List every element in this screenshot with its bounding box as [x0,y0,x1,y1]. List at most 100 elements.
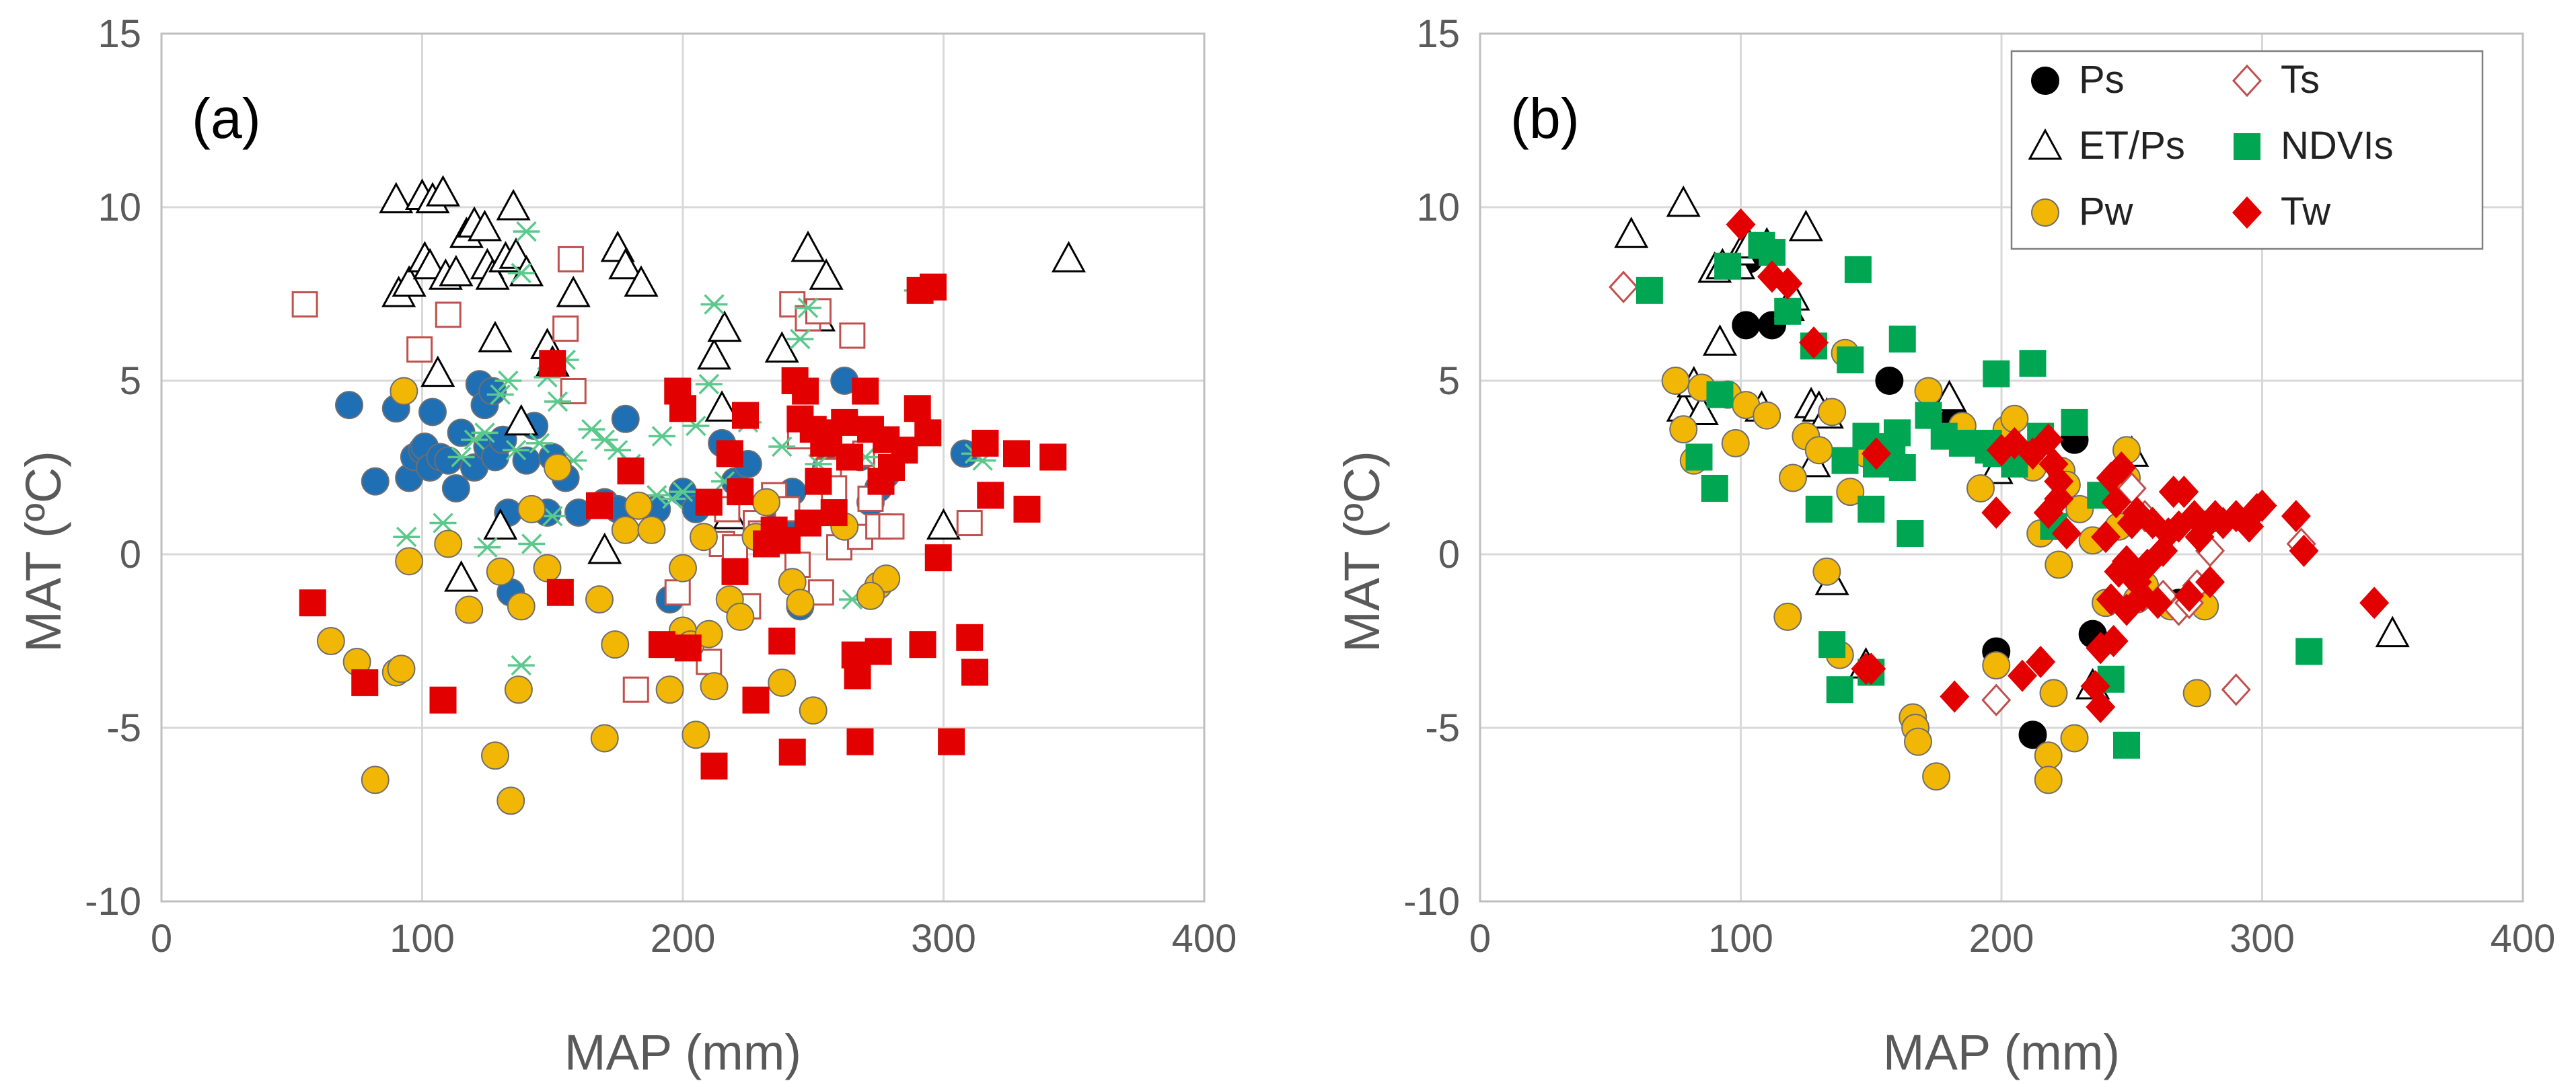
data-point [392,265,427,297]
data-point [1805,495,1833,523]
data-point [707,310,742,342]
panel-b-y-tick-label: -10 [1403,880,1460,924]
data-point [1831,447,1859,474]
data-point [1799,326,1829,359]
data-point [1714,252,1742,280]
panel-a: 0 100 200 300 400 -10 -5 0 5 10 15 MAT (ºC) MAP (m… [15,12,1237,1080]
data-point [768,668,797,697]
panel-a-y-tick-label: 10 [98,186,141,229]
panel-b-y-tick-label: 5 [1438,359,1460,403]
data-point [904,395,931,422]
data-point [517,494,546,523]
data-point [504,404,539,436]
data-point [1635,276,1663,304]
data-point [1051,241,1087,272]
data-point [856,581,885,610]
data-point [590,724,619,753]
data-point [674,634,702,662]
data-point [2091,521,2121,554]
data-point [507,655,535,676]
data-point [764,331,799,363]
data-point [694,620,723,648]
data-point [839,322,866,349]
data-point [977,482,1004,509]
data-point [878,513,905,540]
panel-b-x-tick-label: 100 [1708,917,1773,961]
data-point [920,273,947,301]
panel-a-x-tick-label: 0 [151,917,172,961]
data-point [799,696,827,725]
data-point [578,419,605,440]
data-point [2182,679,2211,708]
legend-label: Ts [2281,58,2320,102]
data-point [852,377,879,405]
data-point [2060,724,2089,753]
data-point [486,557,515,586]
data-point [1940,680,1970,713]
data-point [291,291,318,318]
panel-a-series [379,175,1087,592]
data-point [805,468,832,495]
data-point [1836,478,1865,507]
data-point [2281,500,2311,533]
panel-a-x-tick-label: 400 [1172,917,1237,961]
data-point [790,230,825,262]
data-point [768,628,796,655]
data-point [387,655,416,683]
data-point [664,579,691,606]
panel-b-y-tick-label: 10 [1416,186,1460,229]
legend-label: Pw [2079,190,2134,233]
data-point [820,499,848,527]
data-point [544,453,572,482]
data-point [494,370,522,391]
data-point [1609,270,1639,303]
data-point [2098,625,2129,657]
panel-b-x-tick-label: 0 [1469,917,1491,961]
data-point [1888,326,1916,353]
panel-a-x-label: MAP (mm) [564,1024,801,1080]
data-point [1981,496,2012,529]
data-point [1773,602,1802,631]
data-point [420,355,455,387]
data-point [1897,520,1924,548]
data-point [2080,670,2110,703]
data-point [961,659,988,686]
data-point [742,686,770,714]
data-point [1818,631,1846,659]
data-point [1706,381,1734,408]
data-point [669,554,697,583]
legend: Ps Ts ET/Ps NDVIs Pw Tw [2010,50,2484,250]
data-point [486,384,514,405]
panel-a-points [291,175,1087,815]
data-point [2106,451,2137,484]
data-point [503,439,529,461]
data-point [1721,428,1750,457]
data-point [938,728,965,755]
data-point [2051,517,2082,550]
data-point [2061,408,2088,436]
data-point [1812,557,1841,586]
data-point [649,426,675,447]
data-point [1904,727,1932,756]
data-point [1726,208,1756,241]
panel-a-y-tick-label: 5 [120,359,141,403]
data-point [1922,762,1951,791]
data-point [831,408,858,436]
data-point [395,547,424,576]
panel-b: 0 100 200 300 400 -10 -5 0 5 10 15 MAT (ºC) MAP (m… [1334,12,2555,1080]
data-point [649,631,675,659]
data-point [2045,550,2073,579]
data-point [587,532,622,564]
panel-a-x-tick-label: 300 [911,917,976,961]
data-point [696,338,732,370]
panel-a-plot-area [160,32,1206,903]
data-point [2375,615,2410,648]
data-point [768,436,796,457]
panel-b-gridlines: 0 100 200 300 400 -10 -5 0 5 10 15 [1403,12,2555,961]
data-point [956,510,983,537]
data-point [434,529,463,558]
data-point [557,246,584,272]
data-point [513,221,540,242]
data-point [2065,494,2094,523]
data-point [637,515,666,544]
